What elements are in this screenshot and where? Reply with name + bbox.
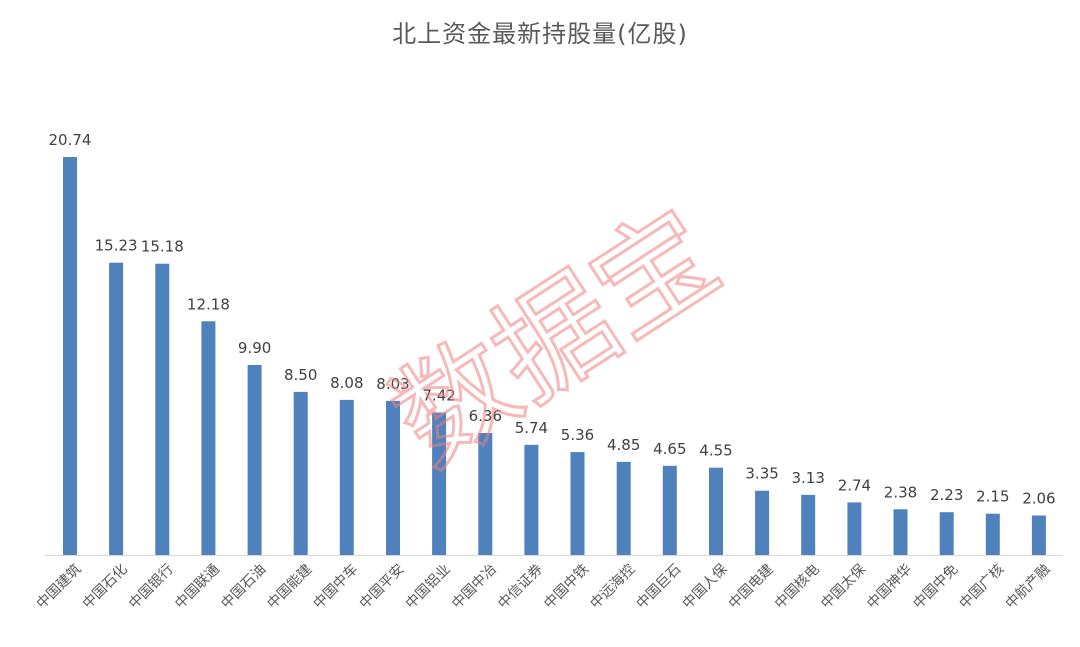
bar — [801, 494, 816, 555]
x-tick-label: 中国石油 — [218, 561, 269, 612]
bar — [386, 400, 400, 555]
data-label: 4.65 — [653, 440, 686, 458]
bar — [847, 502, 862, 555]
data-label: 4.55 — [699, 442, 732, 460]
x-tick-label: 中国人保 — [680, 561, 731, 612]
x-tick-label: 中国核电 — [772, 561, 823, 612]
bar — [616, 461, 631, 555]
bar — [570, 452, 585, 555]
x-tick-label: 中国中免 — [910, 561, 961, 612]
x-tick-label: 中远海控 — [587, 561, 638, 612]
data-label: 15.23 — [95, 237, 138, 255]
x-tick-label: 中国石化 — [80, 561, 131, 612]
x-tick-label: 中国建筑 — [34, 561, 85, 612]
bar — [339, 399, 354, 555]
x-tick-label: 中国铝业 — [403, 561, 454, 612]
data-label: 3.13 — [791, 469, 824, 487]
data-label: 15.18 — [141, 238, 184, 256]
data-label: 2.74 — [838, 476, 871, 494]
data-label: 12.18 — [187, 295, 230, 313]
x-tick-label: 中国太保 — [818, 561, 869, 612]
x-tick-label: 中国银行 — [126, 561, 177, 612]
data-label: 8.03 — [376, 375, 409, 393]
bar — [247, 365, 262, 555]
data-label: 8.08 — [330, 374, 363, 392]
x-tick-label: 中信证券 — [495, 561, 546, 612]
bar — [939, 512, 954, 555]
bar — [109, 262, 124, 555]
bar — [155, 263, 170, 555]
x-tick-label: 中国能建 — [264, 561, 315, 612]
bar — [524, 444, 539, 555]
x-tick-label: 中国中铁 — [541, 561, 592, 612]
bar — [63, 157, 77, 555]
x-tick-label: 中国电建 — [726, 561, 777, 612]
data-label: 6.36 — [469, 407, 502, 425]
data-label: 9.90 — [238, 339, 271, 357]
bar — [755, 490, 770, 555]
x-tick-label: 中国广核 — [957, 561, 1008, 612]
x-tick-label: 中国神华 — [864, 561, 915, 612]
data-label: 8.50 — [284, 366, 317, 384]
x-tick-label: 中国中冶 — [449, 561, 500, 612]
bar — [293, 391, 308, 555]
x-tick-label: 中国平安 — [357, 561, 408, 612]
x-tick-label: 中航产融 — [1003, 561, 1054, 612]
bar — [201, 321, 216, 555]
data-label: 2.38 — [884, 483, 917, 501]
bar — [893, 509, 908, 555]
data-label: 7.42 — [422, 387, 455, 405]
data-label: 2.15 — [976, 488, 1009, 506]
data-label: 5.74 — [515, 419, 548, 437]
data-label: 20.74 — [49, 131, 92, 149]
data-label: 2.06 — [1022, 490, 1055, 508]
bar — [662, 465, 677, 555]
bar — [432, 412, 447, 555]
data-label: 4.85 — [607, 436, 640, 454]
bar — [1031, 515, 1046, 555]
data-label: 5.36 — [561, 426, 594, 444]
bar — [478, 433, 493, 555]
x-tick-label: 中国中车 — [310, 561, 362, 613]
data-label: 3.35 — [745, 465, 778, 483]
x-tick-label: 中国联通 — [172, 561, 223, 612]
bar — [709, 467, 723, 555]
data-label: 2.23 — [930, 486, 963, 504]
x-tick-label: 中国巨石 — [634, 561, 685, 612]
chart-title: 北上资金最新持股量(亿股) — [392, 20, 688, 48]
bar — [985, 513, 1000, 555]
